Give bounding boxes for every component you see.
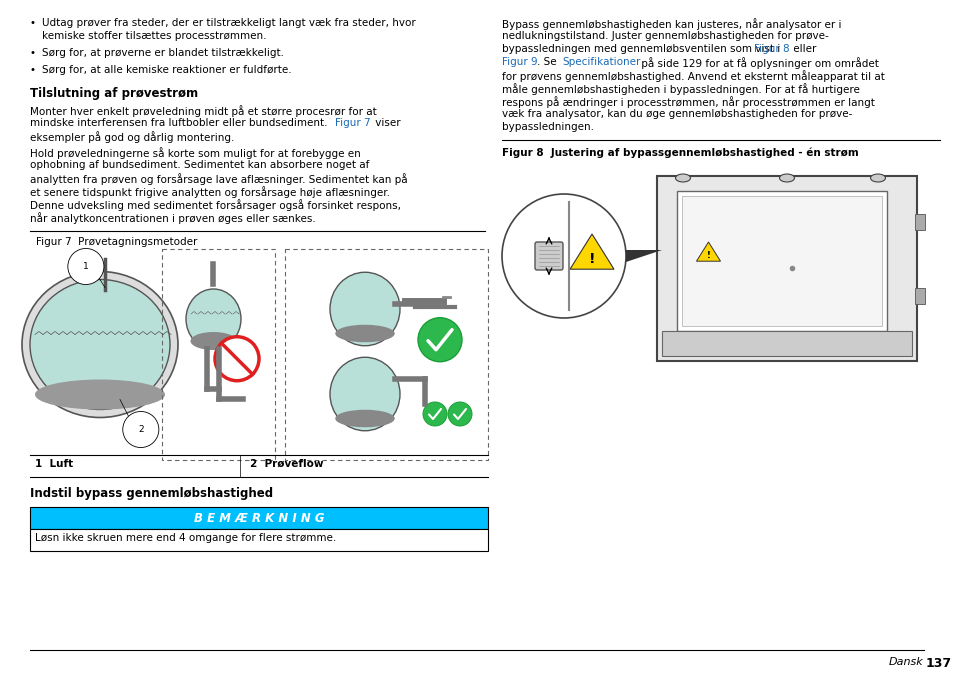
FancyBboxPatch shape xyxy=(30,507,488,529)
Text: Dansk: Dansk xyxy=(888,657,923,667)
Text: måle gennemløbshastigheden i bypassledningen. For at få hurtigere: måle gennemløbshastigheden i bypassledni… xyxy=(501,83,859,95)
Text: bypassledningen.: bypassledningen. xyxy=(501,122,594,132)
Ellipse shape xyxy=(779,174,794,182)
Text: Figur 7: Figur 7 xyxy=(335,118,370,128)
Text: når analytkoncentrationen i prøven øges eller sænkes.: når analytkoncentrationen i prøven øges … xyxy=(30,212,315,224)
Ellipse shape xyxy=(335,325,395,343)
Text: Figur 9: Figur 9 xyxy=(501,57,537,67)
Polygon shape xyxy=(696,242,720,261)
FancyBboxPatch shape xyxy=(30,529,488,551)
Ellipse shape xyxy=(335,410,395,427)
Text: •: • xyxy=(30,18,36,28)
Text: Figur 8: Figur 8 xyxy=(754,44,789,54)
Text: bypassledningen med gennemløbsventilen som vist i: bypassledningen med gennemløbsventilen s… xyxy=(501,44,782,54)
Text: Specifikationer: Specifikationer xyxy=(562,57,640,67)
Text: Denne udveksling med sedimentet forsårsager også forsinket respons,: Denne udveksling med sedimentet forsårsa… xyxy=(30,199,400,211)
Circle shape xyxy=(422,402,447,426)
Ellipse shape xyxy=(330,273,399,346)
Text: analytten fra prøven og forsårsage lave aflæsninger. Sedimentet kan på: analytten fra prøven og forsårsage lave … xyxy=(30,173,407,185)
Text: væk fra analysator, kan du øge gennemløbshastigheden for prøve-: væk fra analysator, kan du øge gennemløb… xyxy=(501,109,851,119)
Text: respons på ændringer i processtrømmen, når processtrømmen er langt: respons på ændringer i processtrømmen, n… xyxy=(501,96,874,108)
Text: Monter hver enkelt prøveledning midt på et større procesrør for at: Monter hver enkelt prøveledning midt på … xyxy=(30,105,376,117)
Text: et senere tidspunkt frigive analytten og forsårsage høje aflæsninger.: et senere tidspunkt frigive analytten og… xyxy=(30,186,390,198)
Circle shape xyxy=(501,194,625,318)
Text: Bypass gennemløbshastigheden kan justeres, når analysator er i: Bypass gennemløbshastigheden kan justere… xyxy=(501,18,841,30)
FancyBboxPatch shape xyxy=(914,214,924,230)
Text: Hold prøveledningerne så korte som muligt for at forebygge en: Hold prøveledningerne så korte som mulig… xyxy=(30,147,360,159)
Text: eller: eller xyxy=(789,44,816,54)
Text: Udtag prøver fra steder, der er tilstrækkeligt langt væk fra steder, hvor: Udtag prøver fra steder, der er tilstræk… xyxy=(42,18,416,28)
Text: Figur 7  Prøvetagningsmetoder: Figur 7 Prøvetagningsmetoder xyxy=(36,237,197,247)
Text: Løsn ikke skruen mere end 4 omgange for flere strømme.: Løsn ikke skruen mere end 4 omgange for … xyxy=(35,533,335,543)
Text: for prøvens gennemløbshastighed. Anvend et eksternt måleapparat til at: for prøvens gennemløbshastighed. Anvend … xyxy=(501,70,884,82)
Text: 1  Luft: 1 Luft xyxy=(35,459,73,469)
Text: 137: 137 xyxy=(925,657,951,670)
Ellipse shape xyxy=(869,174,884,182)
Circle shape xyxy=(417,318,461,361)
FancyBboxPatch shape xyxy=(681,196,882,326)
Ellipse shape xyxy=(22,271,178,417)
Text: mindske interferensen fra luftbobler eller bundsediment.: mindske interferensen fra luftbobler ell… xyxy=(30,118,331,128)
Ellipse shape xyxy=(30,279,170,409)
FancyBboxPatch shape xyxy=(677,191,886,331)
Text: B E M Æ R K N I N G: B E M Æ R K N I N G xyxy=(193,511,324,524)
FancyBboxPatch shape xyxy=(535,242,562,270)
Text: ophobning af bundsediment. Sedimentet kan absorbere noget af: ophobning af bundsediment. Sedimentet ka… xyxy=(30,160,369,170)
FancyBboxPatch shape xyxy=(657,176,916,361)
Ellipse shape xyxy=(191,332,236,350)
Ellipse shape xyxy=(35,380,165,409)
FancyBboxPatch shape xyxy=(661,331,911,356)
Text: eksempler på god og dårlig montering.: eksempler på god og dårlig montering. xyxy=(30,131,234,143)
Ellipse shape xyxy=(330,357,399,431)
Polygon shape xyxy=(625,250,661,262)
Ellipse shape xyxy=(675,174,690,182)
Text: . Se: . Se xyxy=(537,57,559,67)
Text: kemiske stoffer tilsættes processtrømmen.: kemiske stoffer tilsættes processtrømmen… xyxy=(42,31,266,41)
Circle shape xyxy=(448,402,472,426)
Text: på side 129 for at få oplysninger om området: på side 129 for at få oplysninger om omr… xyxy=(638,57,879,69)
Polygon shape xyxy=(569,234,614,269)
Text: Figur 8  Justering af bypassgennemløbshastighed - én strøm: Figur 8 Justering af bypassgennemløbshas… xyxy=(501,148,858,159)
FancyBboxPatch shape xyxy=(914,288,924,304)
Text: Sørg for, at alle kemiske reaktioner er fuldførte.: Sørg for, at alle kemiske reaktioner er … xyxy=(42,65,292,75)
Text: viser: viser xyxy=(372,118,400,128)
Text: 1: 1 xyxy=(83,262,89,271)
Text: !: ! xyxy=(706,252,710,260)
Text: Indstil bypass gennemløbshastighed: Indstil bypass gennemløbshastighed xyxy=(30,487,273,500)
Text: •: • xyxy=(30,48,36,58)
Text: nedlukningstilstand. Juster gennemløbshastigheden for prøve-: nedlukningstilstand. Juster gennemløbsha… xyxy=(501,31,828,41)
Text: Tilslutning af prøvestrøm: Tilslutning af prøvestrøm xyxy=(30,87,198,100)
Text: 2: 2 xyxy=(138,425,144,434)
Text: •: • xyxy=(30,65,36,75)
Circle shape xyxy=(214,336,258,381)
Ellipse shape xyxy=(186,289,241,349)
Text: !: ! xyxy=(588,252,595,266)
Text: Sørg for, at prøverne er blandet tilstrækkeligt.: Sørg for, at prøverne er blandet tilstræ… xyxy=(42,48,284,58)
Text: 2  Prøveflow: 2 Prøveflow xyxy=(250,459,323,469)
